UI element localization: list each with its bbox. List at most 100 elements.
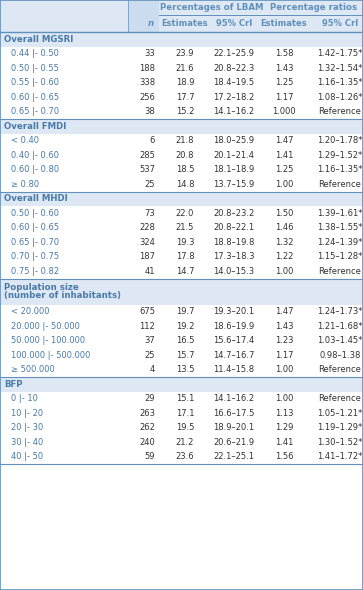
Text: Reference: Reference <box>319 365 362 374</box>
Text: 100.000 |- 500.000: 100.000 |- 500.000 <box>11 350 90 360</box>
Text: 1.21–1.68*: 1.21–1.68* <box>317 322 363 331</box>
Text: 1.00: 1.00 <box>275 394 293 403</box>
Text: Overall FMDI: Overall FMDI <box>4 122 66 131</box>
Text: Estimates: Estimates <box>162 19 208 28</box>
Text: 16.6–17.5: 16.6–17.5 <box>213 409 255 418</box>
Bar <box>0 435 363 450</box>
Text: 14.8: 14.8 <box>176 180 194 189</box>
Text: 15.2: 15.2 <box>176 107 194 116</box>
Text: 22.1–25.1: 22.1–25.1 <box>213 453 254 461</box>
Text: 1.23: 1.23 <box>275 336 293 345</box>
Text: 18.5: 18.5 <box>176 165 194 174</box>
Text: Reference: Reference <box>319 394 362 403</box>
Text: 1.03–1.45*: 1.03–1.45* <box>317 336 363 345</box>
Text: 1.25: 1.25 <box>275 78 293 87</box>
Text: Percentage ratios: Percentage ratios <box>270 4 357 12</box>
Text: (number of inhabitants): (number of inhabitants) <box>4 291 121 300</box>
Text: 1.05–1.21*: 1.05–1.21* <box>317 409 363 418</box>
Text: 1.19–1.29*: 1.19–1.29* <box>317 423 363 432</box>
Text: 0.40 |- 0.60: 0.40 |- 0.60 <box>11 151 59 160</box>
Bar <box>0 406 363 421</box>
Bar <box>0 32 363 47</box>
Text: 0.98–1.38: 0.98–1.38 <box>319 350 361 360</box>
Text: 1.41: 1.41 <box>275 151 293 160</box>
Text: 21.6: 21.6 <box>176 64 194 73</box>
Text: 1.47: 1.47 <box>275 136 293 145</box>
Text: 1.42–1.75*: 1.42–1.75* <box>317 49 363 58</box>
Text: 18.1–18.9: 18.1–18.9 <box>213 165 254 174</box>
Text: 37: 37 <box>144 336 155 345</box>
Text: 0.70 |- 0.75: 0.70 |- 0.75 <box>11 253 59 261</box>
Text: 1.29: 1.29 <box>275 423 293 432</box>
Text: 1.00: 1.00 <box>275 365 293 374</box>
Bar <box>0 206 363 221</box>
Bar <box>0 221 363 235</box>
Text: 18.9: 18.9 <box>176 78 194 87</box>
Text: 15.6–17.4: 15.6–17.4 <box>213 336 254 345</box>
Text: 14.7: 14.7 <box>176 267 194 276</box>
Text: 1.13: 1.13 <box>275 409 293 418</box>
Text: 1.24–1.39*: 1.24–1.39* <box>317 238 363 247</box>
Text: 14.1–16.2: 14.1–16.2 <box>213 107 254 116</box>
Text: 0.55 |- 0.60: 0.55 |- 0.60 <box>11 78 59 87</box>
Text: 22.1–25.9: 22.1–25.9 <box>213 49 254 58</box>
Bar <box>0 450 363 464</box>
Text: 1.16–1.35*: 1.16–1.35* <box>317 165 363 174</box>
Text: Reference: Reference <box>319 107 362 116</box>
Bar <box>0 319 363 333</box>
Bar <box>0 133 363 148</box>
Text: 21.8: 21.8 <box>176 136 194 145</box>
Text: 33: 33 <box>144 49 155 58</box>
Bar <box>0 421 363 435</box>
Text: 187: 187 <box>139 253 155 261</box>
Text: 10 |- 20: 10 |- 20 <box>11 409 43 418</box>
Text: 18.6–19.9: 18.6–19.9 <box>213 322 254 331</box>
Text: 20.8–22.1: 20.8–22.1 <box>213 223 254 232</box>
Text: 1.000: 1.000 <box>272 107 296 116</box>
Text: 14.7–16.7: 14.7–16.7 <box>213 350 255 360</box>
Bar <box>0 90 363 104</box>
Bar <box>0 392 363 406</box>
Text: 30 |- 40: 30 |- 40 <box>11 438 43 447</box>
Text: 18.8–19.8: 18.8–19.8 <box>213 238 255 247</box>
Text: 21.5: 21.5 <box>176 223 194 232</box>
Text: 1.43: 1.43 <box>275 64 293 73</box>
Text: 14.1–16.2: 14.1–16.2 <box>213 394 254 403</box>
Text: 16.5: 16.5 <box>176 336 194 345</box>
Text: 95% CrI: 95% CrI <box>216 19 252 28</box>
Text: 19.3–20.1: 19.3–20.1 <box>213 307 254 316</box>
Text: 112: 112 <box>139 322 155 331</box>
Text: 50.000 |- 100.000: 50.000 |- 100.000 <box>11 336 85 345</box>
Text: 4: 4 <box>150 365 155 374</box>
Text: 324: 324 <box>139 238 155 247</box>
Text: 188: 188 <box>139 64 155 73</box>
Bar <box>0 148 363 162</box>
Text: 17.2–18.2: 17.2–18.2 <box>213 93 254 101</box>
Text: Overall MGSRI: Overall MGSRI <box>4 35 73 44</box>
Bar <box>0 177 363 192</box>
Text: 0.75 |- 0.82: 0.75 |- 0.82 <box>11 267 59 276</box>
Text: 20 |- 30: 20 |- 30 <box>11 423 43 432</box>
Text: 73: 73 <box>144 209 155 218</box>
Bar <box>0 162 363 177</box>
Text: 38: 38 <box>144 107 155 116</box>
Text: 1.50: 1.50 <box>275 209 293 218</box>
Text: 23.6: 23.6 <box>176 453 194 461</box>
Text: 15.7: 15.7 <box>176 350 194 360</box>
Text: 25: 25 <box>144 180 155 189</box>
Text: 19.2: 19.2 <box>176 322 194 331</box>
Text: 20.8–22.3: 20.8–22.3 <box>213 64 254 73</box>
Text: Estimates: Estimates <box>261 19 307 28</box>
Bar <box>0 250 363 264</box>
Bar <box>0 264 363 278</box>
Text: 18.4–19.5: 18.4–19.5 <box>213 78 254 87</box>
Bar <box>0 377 363 392</box>
Text: 240: 240 <box>139 438 155 447</box>
Text: 20.8–23.2: 20.8–23.2 <box>213 209 254 218</box>
Text: 0.60 |- 0.65: 0.60 |- 0.65 <box>11 93 59 101</box>
Text: 1.43: 1.43 <box>275 322 293 331</box>
Text: ≥ 0.80: ≥ 0.80 <box>11 180 39 189</box>
Text: ≥ 500.000: ≥ 500.000 <box>11 365 55 374</box>
Bar <box>0 278 363 304</box>
Text: 40 |- 50: 40 |- 50 <box>11 453 43 461</box>
